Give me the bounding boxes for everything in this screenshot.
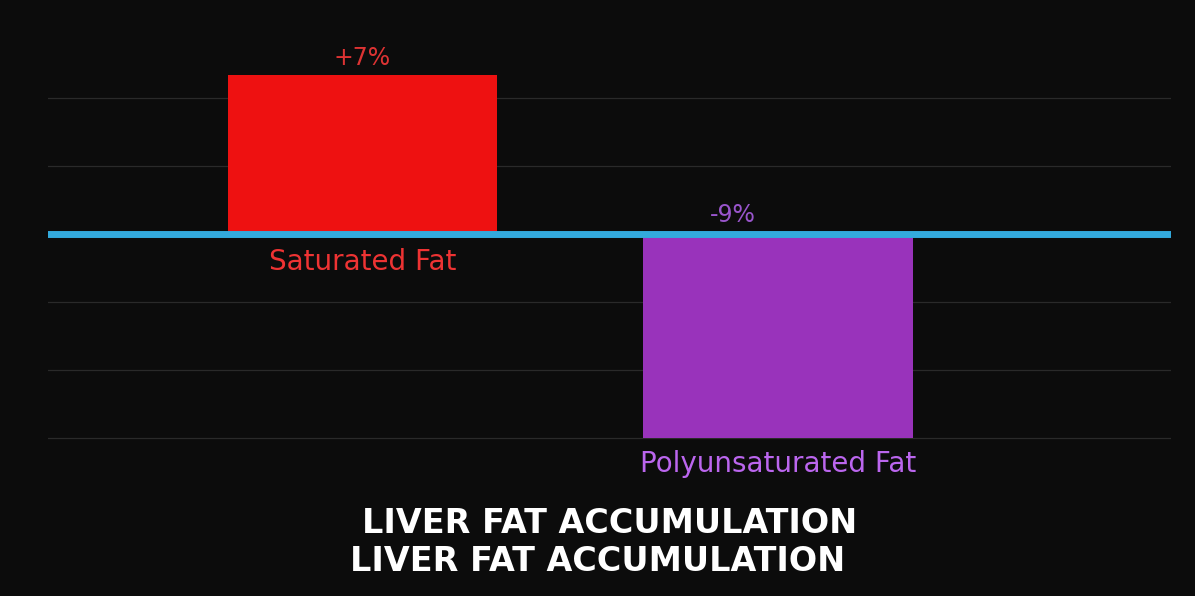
Text: LIVER FAT ACCUMULATION: LIVER FAT ACCUMULATION (350, 545, 845, 578)
Text: LIVER FAT ACCUMULATION: LIVER FAT ACCUMULATION (362, 507, 857, 539)
Text: +7%: +7% (333, 45, 391, 70)
Text: Polyunsaturated Fat: Polyunsaturated Fat (639, 450, 917, 478)
Text: Saturated Fat: Saturated Fat (269, 248, 456, 276)
Text: -9%: -9% (710, 203, 756, 227)
Bar (643, 234, 913, 439)
Bar (227, 75, 497, 234)
